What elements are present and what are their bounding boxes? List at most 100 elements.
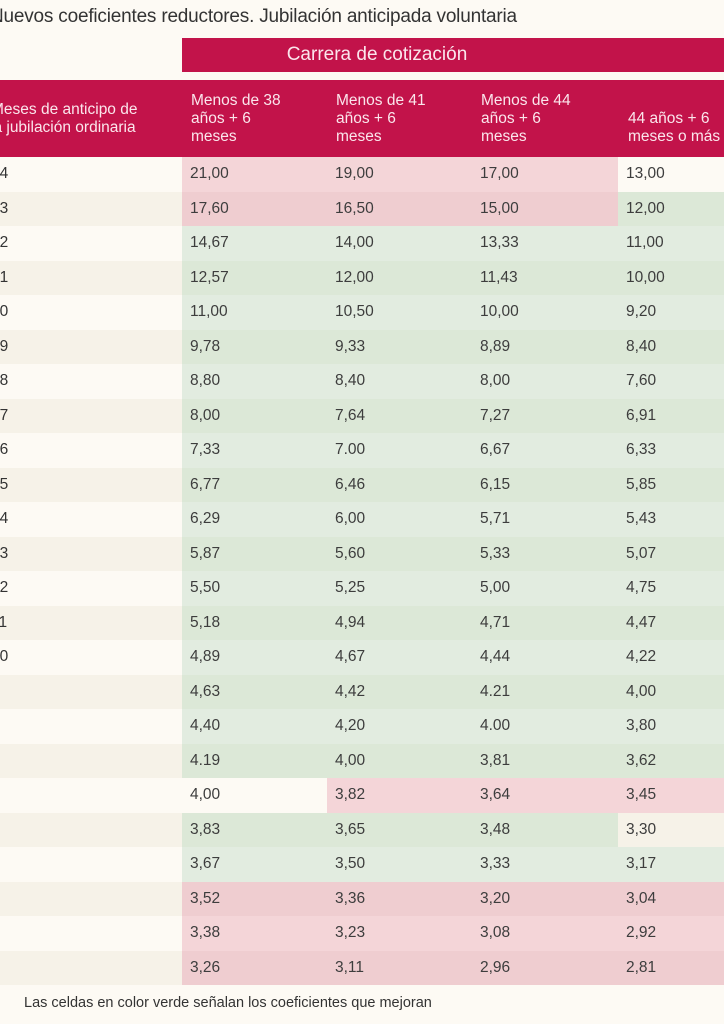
table-cell: 17,00 bbox=[472, 157, 618, 192]
table-cell: 4,00 bbox=[182, 778, 327, 813]
table-cell: 3,64 bbox=[472, 778, 618, 813]
table-cell: 4,47 bbox=[618, 605, 724, 640]
table-cell: 5,18 bbox=[182, 605, 327, 640]
column-header-months: Meses de anticipo de la jubilación ordina… bbox=[0, 80, 182, 157]
row-label: 16 bbox=[0, 433, 182, 468]
table-cell: 3,36 bbox=[327, 881, 472, 916]
row-label-text: 14 bbox=[0, 510, 9, 527]
table-cell: 2,92 bbox=[618, 916, 724, 951]
table-cell: 5,43 bbox=[618, 502, 724, 537]
table-cell: 4,44 bbox=[472, 640, 618, 675]
table-row: 3,26 3,11 2,96 2,81 bbox=[0, 950, 724, 985]
table-cell: 3,33 bbox=[472, 847, 618, 882]
table-cell: 15,00 bbox=[472, 191, 618, 226]
table-cell: 12,57 bbox=[182, 260, 327, 295]
footnote: Las celdas en color verde señalan los co… bbox=[24, 995, 432, 1011]
table-row: 13 5,875,605,335,07 bbox=[0, 536, 724, 571]
row-label: 12 bbox=[0, 571, 182, 606]
table-cell: 9,33 bbox=[327, 329, 472, 364]
column-header-row: Meses de anticipo de la jubilación ordina… bbox=[0, 80, 724, 157]
table-row: 14 6,296,005,715,43 bbox=[0, 502, 724, 537]
table-row: 18 8,808,408,007,60 bbox=[0, 364, 724, 399]
table-cell: 13,33 bbox=[472, 226, 618, 261]
column-header-38: Menos de 38 años + 6 meses bbox=[191, 80, 327, 157]
table-cell: 19,00 bbox=[327, 157, 472, 192]
table-cell: 7.00 bbox=[327, 433, 472, 468]
table-cell: 4,00 bbox=[327, 743, 472, 778]
table-cell: 4,00 bbox=[618, 674, 724, 709]
table-cell: 6,00 bbox=[327, 502, 472, 537]
table-cell: 4,63 bbox=[182, 674, 327, 709]
row-label-text: 20 bbox=[0, 303, 9, 320]
table-cell: 17,60 bbox=[182, 191, 327, 226]
table-cell: 13,00 bbox=[618, 157, 724, 192]
table-cell: 6,33 bbox=[618, 433, 724, 468]
row-label bbox=[0, 674, 182, 709]
row-label: 19 bbox=[0, 329, 182, 364]
row-label-text: 19 bbox=[0, 337, 9, 355]
header-line: Menos de 41 bbox=[336, 91, 426, 109]
table-cell: 6,77 bbox=[182, 467, 327, 502]
row-label: 13 bbox=[0, 536, 182, 571]
header-line: años + 6 bbox=[191, 109, 251, 127]
table-cell: 5,87 bbox=[182, 536, 327, 571]
row-label-text: 12 bbox=[0, 579, 9, 596]
table-cell: 5,33 bbox=[472, 536, 618, 571]
table-cell: 21,00 bbox=[182, 157, 327, 192]
table-row: 3,38 3,23 3,08 2,92 bbox=[0, 916, 724, 951]
row-label: 14 bbox=[0, 502, 182, 537]
table-cell: 5,50 bbox=[182, 571, 327, 606]
table-cell: 10,50 bbox=[327, 295, 472, 330]
table-row: 4,40 4,20 4.00 3,80 bbox=[0, 709, 724, 744]
row-label bbox=[0, 916, 182, 951]
header-line: meses bbox=[481, 127, 527, 145]
table-row: 16 7,337.006,676,33 bbox=[0, 433, 724, 468]
column-header-41: Menos de 41 años + 6 meses bbox=[336, 80, 472, 157]
row-label: 20 bbox=[0, 295, 182, 330]
row-label: 11 bbox=[0, 605, 182, 640]
table-cell: 2,96 bbox=[472, 950, 618, 985]
table-cell: 3,48 bbox=[472, 812, 618, 847]
header-line: meses o más bbox=[628, 127, 721, 145]
table-cell: 5,00 bbox=[472, 571, 618, 606]
table-cell: 3,20 bbox=[472, 881, 618, 916]
table-cell: 5,71 bbox=[472, 502, 618, 537]
table-cell: 11,00 bbox=[618, 226, 724, 261]
row-label-text: 21 bbox=[0, 268, 9, 286]
table-cell: 4.00 bbox=[472, 709, 618, 744]
table-cell: 14,67 bbox=[182, 226, 327, 261]
row-label: 21 bbox=[0, 260, 182, 295]
table-cell: 3,38 bbox=[182, 916, 327, 951]
table-cell: 3,30 bbox=[618, 812, 724, 847]
table-cell: 5,07 bbox=[618, 536, 724, 571]
table-cell: 14,00 bbox=[327, 226, 472, 261]
table-title: Nuevos coeficientes reductores. Jubilaci… bbox=[0, 6, 517, 27]
row-label: 22 bbox=[0, 226, 182, 261]
row-label-text: 23 bbox=[0, 199, 9, 217]
table-cell: 5,25 bbox=[327, 571, 472, 606]
header-line: meses bbox=[191, 127, 237, 145]
table-cell: 3,83 bbox=[182, 812, 327, 847]
table-cell: 8,80 bbox=[182, 364, 327, 399]
row-label: 10 bbox=[0, 640, 182, 675]
table-row: 4,00 3,82 3,64 3,45 bbox=[0, 778, 724, 813]
table-cell: 3,11 bbox=[327, 950, 472, 985]
header-line: meses bbox=[336, 127, 382, 145]
table-cell: 11,43 bbox=[472, 260, 618, 295]
row-label bbox=[0, 812, 182, 847]
row-label-text: 17 bbox=[0, 406, 9, 424]
row-label-text: 22 bbox=[0, 234, 9, 251]
table-cell: 3,08 bbox=[472, 916, 618, 951]
table-cell: 3,52 bbox=[182, 881, 327, 916]
row-label: 23 bbox=[0, 191, 182, 226]
table-row: 3,52 3,36 3,20 3,04 bbox=[0, 881, 724, 916]
table-cell: 12,00 bbox=[327, 260, 472, 295]
table-row: 4.19 4,00 3,81 3,62 bbox=[0, 743, 724, 778]
header-line: años + 6 bbox=[336, 109, 396, 127]
column-header-44: Menos de 44 años + 6 meses bbox=[481, 80, 618, 157]
table-row: 3,83 3,65 3,48 3,30 bbox=[0, 812, 724, 847]
table-cell: 8,40 bbox=[618, 329, 724, 364]
table-cell: 4,75 bbox=[618, 571, 724, 606]
table-cell: 3,65 bbox=[327, 812, 472, 847]
